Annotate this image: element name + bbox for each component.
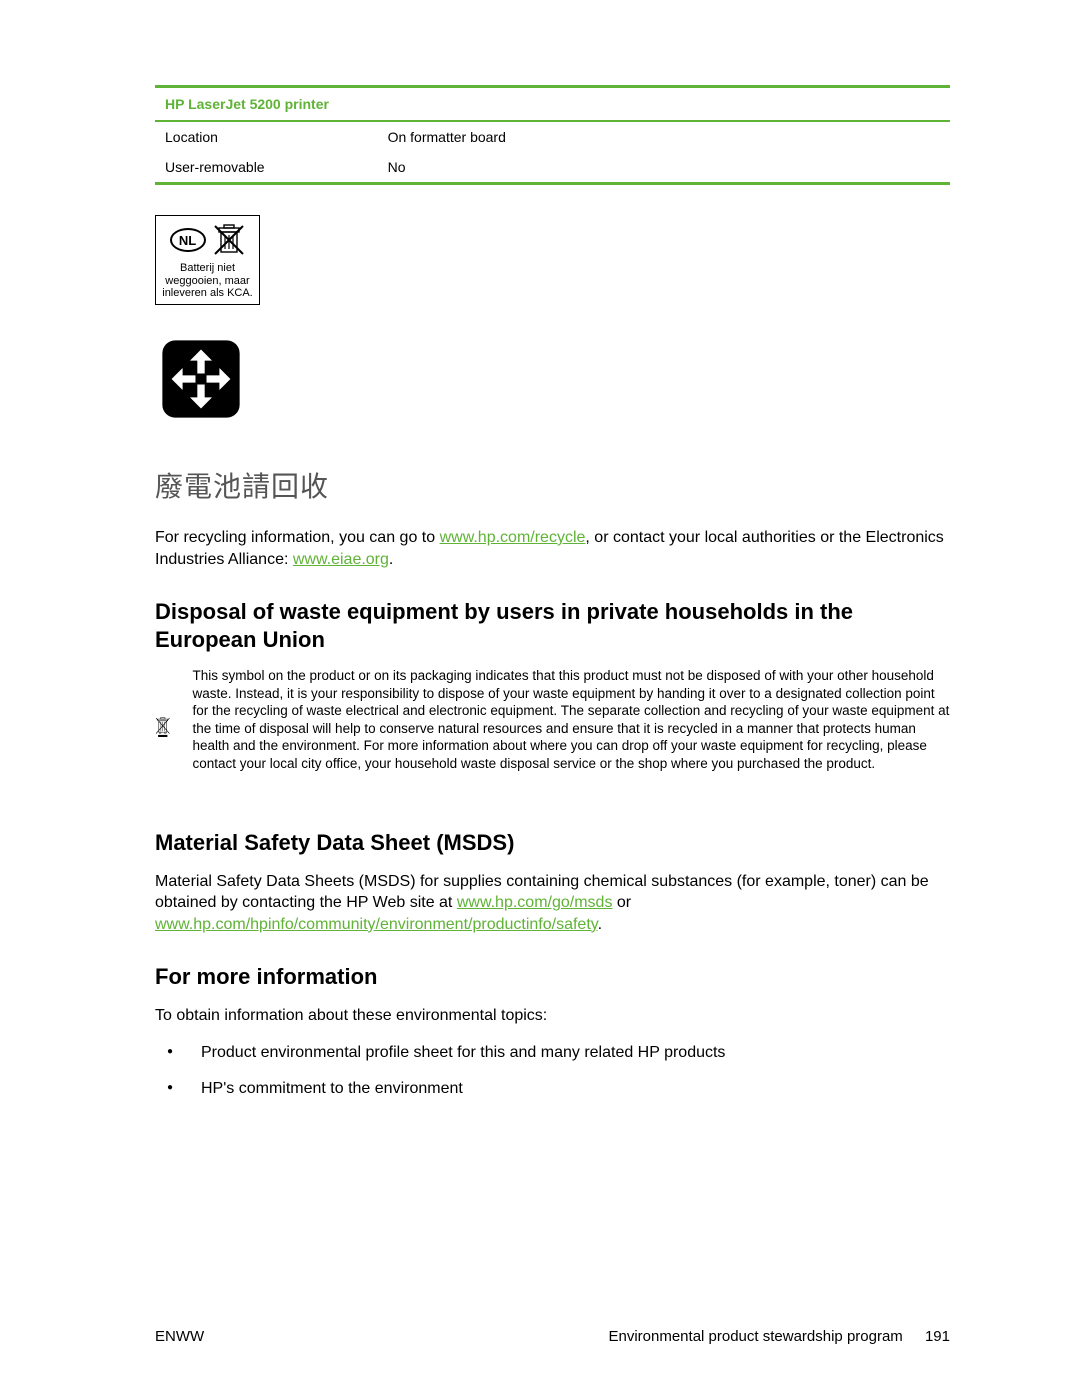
crossed-bin-icon: [212, 222, 246, 258]
cell-label: Location: [155, 121, 378, 152]
recycle-arrows-icon: [155, 333, 950, 430]
eiae-link[interactable]: www.eiae.org: [293, 551, 389, 568]
text: For recycling information, you can go to: [155, 529, 440, 546]
hp-recycle-link[interactable]: www.hp.com/recycle: [440, 529, 586, 546]
msds-paragraph: Material Safety Data Sheets (MSDS) for s…: [155, 871, 950, 936]
hp-msds-link[interactable]: www.hp.com/go/msds: [457, 894, 613, 911]
list-item: HP's commitment to the environment: [185, 1080, 950, 1098]
page-footer: ENWW Environmental product stewardship p…: [155, 1328, 950, 1345]
moreinfo-heading: For more information: [155, 963, 950, 991]
printer-spec-table: HP LaserJet 5200 printer Location On for…: [155, 85, 950, 185]
page-number: 191: [925, 1328, 950, 1345]
weee-block: This symbol on the product or on its pac…: [155, 667, 950, 787]
cell-value: No: [378, 152, 950, 184]
weee-bin-icon: [155, 667, 171, 787]
nl-box-text: Batterij niet weggooien, maar inleveren …: [160, 262, 255, 300]
nl-battery-box: NL Batterij niet weggooien, maar inlever…: [155, 215, 260, 305]
hp-safety-link[interactable]: www.hp.com/hpinfo/community/environment/…: [155, 916, 598, 933]
footer-section: Environmental product stewardship progra…: [608, 1328, 902, 1345]
text: .: [598, 916, 602, 933]
text: or: [612, 894, 631, 911]
footer-left: ENWW: [155, 1328, 204, 1345]
table-row: User-removable No: [155, 152, 950, 184]
text: .: [389, 551, 393, 568]
cell-value: On formatter board: [378, 121, 950, 152]
list-item: Product environmental profile sheet for …: [185, 1044, 950, 1062]
footer-right: Environmental product stewardship progra…: [608, 1328, 950, 1345]
moreinfo-list: Product environmental profile sheet for …: [155, 1044, 950, 1098]
disposal-heading: Disposal of waste equipment by users in …: [155, 598, 950, 653]
nl-code-oval: NL: [170, 228, 206, 252]
moreinfo-intro: To obtain information about these enviro…: [155, 1005, 950, 1027]
msds-heading: Material Safety Data Sheet (MSDS): [155, 829, 950, 857]
cjk-battery-heading: 廢電池請回收: [155, 465, 950, 505]
cell-label: User-removable: [155, 152, 378, 184]
table-row: Location On formatter board: [155, 121, 950, 152]
weee-text: This symbol on the product or on its pac…: [193, 667, 951, 787]
recycling-paragraph: For recycling information, you can go to…: [155, 527, 950, 570]
table-header: HP LaserJet 5200 printer: [155, 87, 950, 122]
